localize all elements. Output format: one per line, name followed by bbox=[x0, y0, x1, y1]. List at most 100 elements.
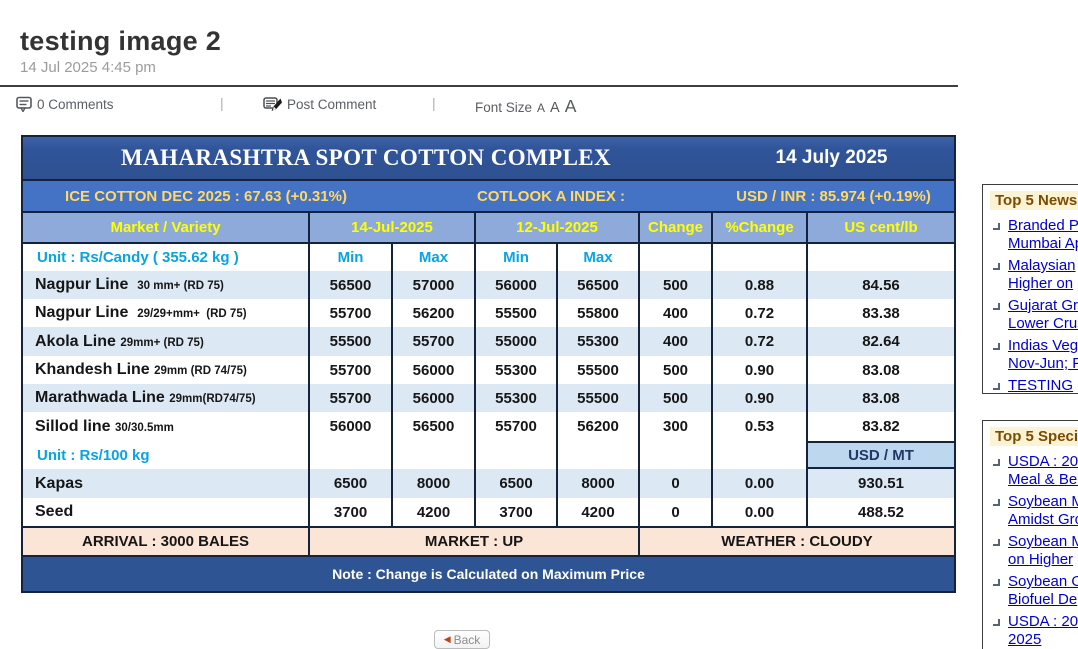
bullet-icon bbox=[990, 533, 1008, 569]
cell-max1: 57000 bbox=[391, 271, 474, 299]
cell-min2: 55500 bbox=[474, 299, 556, 327]
cell-min2: 55300 bbox=[474, 384, 556, 412]
cell-min1: 55700 bbox=[308, 299, 391, 327]
special-link[interactable]: Soybean M on Higher bbox=[1008, 533, 1078, 568]
cell-min2: 56000 bbox=[474, 271, 556, 299]
news-link[interactable]: TESTING bbox=[1008, 377, 1074, 394]
cell-pchange: 0.72 bbox=[711, 299, 806, 327]
post-comment-icon bbox=[263, 97, 282, 111]
back-arrow-icon: ◀ bbox=[443, 634, 451, 644]
subhead-max: Max bbox=[391, 242, 474, 271]
col-pchange: %Change bbox=[711, 211, 806, 242]
post-comment-label: Post Comment bbox=[287, 97, 377, 112]
font-size-small-button[interactable]: A bbox=[537, 101, 546, 115]
market-name: Akola Line bbox=[35, 332, 116, 350]
special-link[interactable]: Soybean O Biofuel De bbox=[1008, 573, 1078, 608]
cell-max1: 56500 bbox=[391, 412, 474, 441]
top-5-news-box: Top 5 News Branded P Mumbai Ap Malaysian… bbox=[982, 184, 1078, 394]
special-item: USDA : 20 Meal & Bea bbox=[990, 453, 1078, 489]
market-name: Nagpur Line bbox=[35, 304, 129, 321]
market-status-label: MARKET : UP bbox=[308, 526, 638, 555]
special-link[interactable]: Soybean M Amidst Gro bbox=[1008, 493, 1078, 528]
cell-min1: 3700 bbox=[308, 498, 391, 526]
cell-change: 0 bbox=[638, 498, 711, 526]
font-size-medium-button[interactable]: A bbox=[550, 100, 560, 116]
cell-change: 400 bbox=[638, 327, 711, 356]
unit-candy-row: Unit : Rs/Candy ( 355.62 kg ) Min Max Mi… bbox=[23, 242, 954, 271]
table-row: Kapas 6500 8000 6500 8000 0 0.00 930.51 bbox=[23, 469, 954, 498]
back-button[interactable]: ◀ Back bbox=[434, 630, 490, 649]
note-row: Note : Change is Calculated on Maximum P… bbox=[23, 555, 954, 591]
cell-min1: 6500 bbox=[308, 469, 391, 498]
market-size: 30 mm+ (RD 75) bbox=[137, 280, 224, 292]
market-name: Seed bbox=[35, 503, 74, 520]
cell-min1: 55700 bbox=[308, 384, 391, 412]
report-date: 14 July 2025 bbox=[775, 147, 888, 168]
cell-max2: 56500 bbox=[556, 271, 638, 299]
cell-max2: 55300 bbox=[556, 327, 638, 356]
col-market-variety: Market / Variety bbox=[23, 211, 308, 242]
cell-max1: 8000 bbox=[391, 469, 474, 498]
col-date-1: 14-Jul-2025 bbox=[308, 211, 474, 242]
top-5-special-title: Top 5 Speci bbox=[990, 427, 1078, 446]
table-row: Nagpur Line 29/29+mm+ (RD 75) 55700 5620… bbox=[23, 299, 954, 327]
comments-link[interactable]: 0 Comments bbox=[16, 96, 114, 112]
cell-max1: 56000 bbox=[391, 356, 474, 384]
market-size: 29mm+ (RD 75) bbox=[120, 336, 204, 349]
toolbar-separator: | bbox=[220, 95, 224, 111]
font-size-label: Font Size bbox=[475, 100, 533, 115]
column-header-row: Market / Variety 14-Jul-2025 12-Jul-2025… bbox=[23, 211, 954, 242]
table-row: Nagpur Line 30 mm+ (RD 75) 56500 57000 5… bbox=[23, 271, 954, 299]
bullet-icon bbox=[990, 573, 1008, 609]
cell-max2: 55500 bbox=[556, 356, 638, 384]
special-link[interactable]: USDA : 20 Meal & Bea bbox=[1008, 453, 1078, 488]
cell-change: 500 bbox=[638, 271, 711, 299]
market-name: Marathwada Line bbox=[35, 389, 165, 406]
report-title: MAHARASHTRA SPOT COTTON COMPLEX bbox=[120, 145, 612, 170]
unit-candy-label: Unit : Rs/Candy ( 355.62 kg ) bbox=[23, 242, 308, 271]
cell-pchange: 0.72 bbox=[711, 327, 806, 356]
cell-uscent: 488.52 bbox=[806, 498, 954, 526]
news-item: Branded P Mumbai Ap bbox=[990, 217, 1078, 253]
cell-pchange: 0.88 bbox=[711, 271, 806, 299]
font-size-large-button[interactable]: A bbox=[564, 96, 577, 116]
news-item: Malaysian Higher on bbox=[990, 257, 1078, 293]
cell-pchange: 0.90 bbox=[711, 384, 806, 412]
cell-min2: 55300 bbox=[474, 356, 556, 384]
bullet-icon bbox=[990, 217, 1008, 253]
subhead-max: Max bbox=[556, 242, 638, 271]
cell-min1: 55500 bbox=[308, 327, 391, 356]
special-item: Soybean O Biofuel De bbox=[990, 573, 1078, 609]
page-title: testing image 2 bbox=[20, 26, 222, 56]
cell-max1: 55700 bbox=[391, 327, 474, 356]
unit-100kg-row: Unit : Rs/100 kg USD / MT bbox=[23, 441, 954, 469]
col-us-cent: US cent/lb bbox=[806, 211, 954, 242]
note-text: Note : Change is Calculated on Maximum P… bbox=[23, 555, 954, 591]
summary-row: ARRIVAL : 3000 BALES MARKET : UP WEATHER… bbox=[23, 526, 954, 555]
special-item: Soybean M Amidst Gro bbox=[990, 493, 1078, 529]
bullet-icon bbox=[990, 257, 1008, 293]
news-link[interactable]: Indias Veg Nov-Jun; F bbox=[1008, 337, 1078, 372]
top-5-news-title: Top 5 News bbox=[990, 191, 1078, 210]
cell-change: 400 bbox=[638, 299, 711, 327]
cell-change: 500 bbox=[638, 356, 711, 384]
post-comment-link[interactable]: Post Comment bbox=[263, 96, 376, 113]
cell-min2: 55000 bbox=[474, 327, 556, 356]
table-row: Seed 3700 4200 3700 4200 0 0.00 488.52 bbox=[23, 498, 954, 526]
special-link[interactable]: USDA : 20 2025 bbox=[1008, 613, 1078, 648]
cell-change: 500 bbox=[638, 384, 711, 412]
sidebar: Top 5 News Branded P Mumbai Ap Malaysian… bbox=[982, 184, 1078, 649]
news-link[interactable]: Gujarat Gr Lower Crus bbox=[1008, 297, 1078, 332]
cell-uscent: 930.51 bbox=[806, 469, 954, 498]
news-item: TESTING bbox=[990, 377, 1078, 395]
cell-max1: 4200 bbox=[391, 498, 474, 526]
market-size: 29mm(RD74/75) bbox=[169, 393, 256, 405]
special-item: USDA : 20 2025 bbox=[990, 613, 1078, 649]
market-name: Khandesh Line bbox=[35, 361, 150, 378]
report-title-row: MAHARASHTRA SPOT COTTON COMPLEX 14 July … bbox=[23, 137, 954, 179]
news-link[interactable]: Malaysian Higher on bbox=[1008, 257, 1076, 292]
arrival-label: ARRIVAL : 3000 BALES bbox=[23, 526, 308, 555]
news-link[interactable]: Branded P Mumbai Ap bbox=[1008, 217, 1078, 252]
cell-change: 0 bbox=[638, 469, 711, 498]
cell-uscent: 83.82 bbox=[806, 412, 954, 441]
